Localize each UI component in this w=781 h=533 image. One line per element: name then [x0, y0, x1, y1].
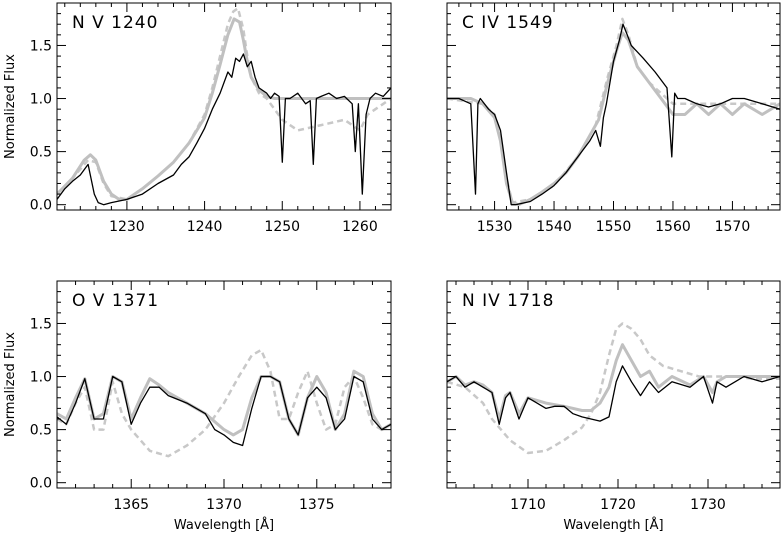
series-solid-black-line	[57, 375, 391, 447]
plot-frame	[56, 280, 392, 489]
y-tick-label: 1.0	[30, 92, 52, 108]
y-tick-label: 1.5	[30, 38, 52, 54]
series-dashed-gray-line	[57, 7, 391, 201]
panel-niv-1718: 1710 1720 1730 Wavelength [Å] N IV 1718	[446, 280, 781, 533]
plot-frame	[446, 280, 781, 489]
panel-title: N IV 1718	[462, 291, 554, 311]
series-solid-gray-line	[447, 31, 780, 207]
x-tick-label: 1540	[536, 219, 572, 235]
x-tick-label: 1730	[690, 497, 726, 513]
series-dashed-gray-line	[447, 322, 780, 455]
panel-title: N V 1240	[72, 13, 158, 33]
panel-nv-1240: 1230 1240 1250 1260 0.0 0.5 1.0 1.5 Normalized F…	[3, 2, 392, 235]
x-tick-label: 1260	[342, 219, 378, 235]
plot-frame	[446, 2, 781, 211]
x-tick-label: 1550	[596, 219, 632, 235]
series-dashed-gray-line	[57, 348, 391, 458]
panel-civ-1549: 1530 1540 1550 1560 1570 C IV 1549	[446, 2, 781, 235]
x-tick-label: 1250	[264, 219, 300, 235]
x-tick-label: 1230	[109, 219, 145, 235]
panel-title: O V 1371	[72, 291, 159, 311]
y-tick-label: 0.0	[30, 476, 52, 492]
y-tick-label: 1.5	[30, 316, 52, 332]
panel-title: C IV 1549	[462, 13, 554, 33]
x-axis-label: Wavelength [Å]	[174, 517, 274, 533]
x-tick-label: 1560	[655, 219, 691, 235]
x-tick-label: 1570	[715, 219, 751, 235]
y-tick-label: 0.5	[30, 423, 52, 439]
series-solid-gray-line	[447, 343, 780, 421]
x-tick-label: 1365	[113, 497, 149, 513]
x-tick-label: 1370	[206, 497, 242, 513]
y-tick-label: 0.5	[30, 145, 52, 161]
x-tick-label: 1240	[187, 219, 223, 235]
y-axis-label: Normalized Flux	[3, 332, 18, 437]
series-solid-gray-line	[57, 17, 391, 201]
series-solid-black-line	[57, 53, 391, 206]
x-tick-label: 1720	[600, 497, 636, 513]
panel-ov-1371: 1365 1370 1375 0.0 0.5 1.0 1.5 Normalized Flux W…	[3, 280, 392, 533]
x-tick-label: 1375	[299, 497, 335, 513]
x-tick-label: 1530	[477, 219, 513, 235]
y-axis-label: Normalized Flux	[3, 54, 18, 159]
x-tick-label: 1710	[510, 497, 546, 513]
series-solid-black-line	[447, 23, 780, 206]
y-tick-label: 0.0	[30, 198, 52, 214]
plot-frame	[56, 2, 392, 211]
series-solid-black-line	[447, 365, 780, 425]
y-tick-label: 1.0	[30, 370, 52, 386]
x-axis-label: Wavelength [Å]	[563, 517, 663, 533]
